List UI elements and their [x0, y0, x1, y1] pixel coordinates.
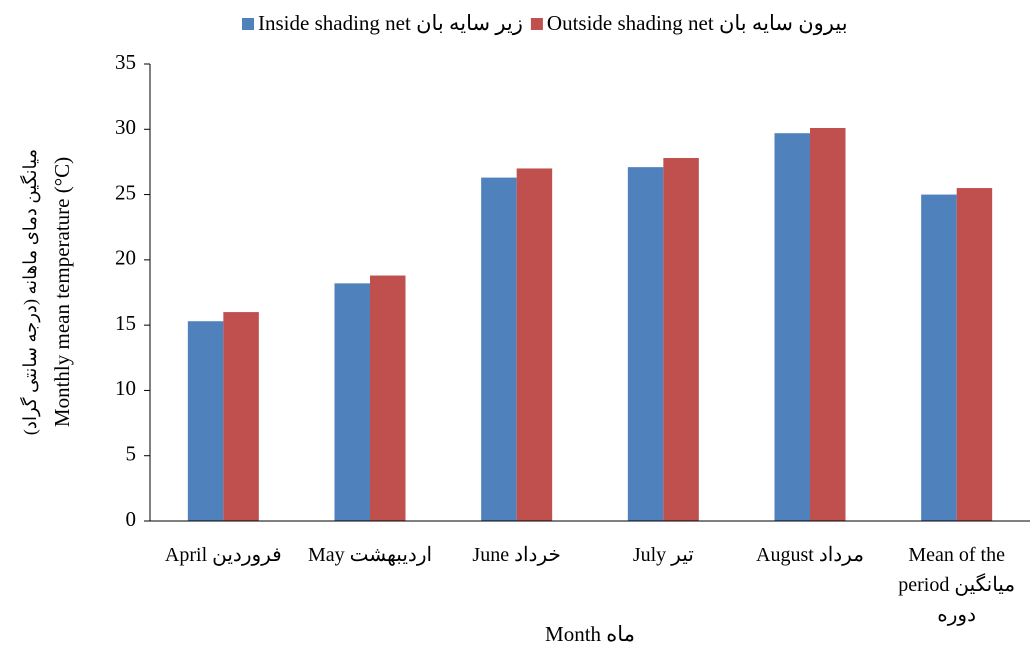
y-axis-label: میانگین دمای ماهانه (درجه سانتی گراد) — [19, 149, 41, 435]
bar — [663, 158, 699, 522]
bar — [921, 194, 957, 522]
x-tick-label: Mean of the period میانگین دوره — [898, 544, 1016, 626]
bar — [187, 321, 224, 521]
y-tick-label: 25 — [115, 180, 136, 204]
legend-swatch — [530, 18, 543, 30]
y-tick-label: 35 — [115, 50, 136, 74]
legend-label: Outside shading net بیرون سایه بان — [547, 11, 848, 36]
bar — [956, 188, 993, 522]
y-axis-label: Monthly mean temperature (°C) — [50, 157, 74, 427]
x-tick-label: April فروردین — [164, 544, 282, 566]
y-tick-label: 5 — [126, 442, 137, 466]
x-axis-label: Month ماه — [545, 622, 635, 646]
x-tick-label: May اردیبهشت — [307, 544, 433, 566]
bar — [223, 312, 259, 521]
y-tick-label: 15 — [115, 311, 136, 335]
bar — [810, 127, 846, 521]
bar — [774, 133, 810, 521]
bar — [516, 168, 553, 521]
x-tick-label: June خرداد — [472, 544, 561, 566]
bar — [481, 177, 517, 521]
bar — [370, 275, 406, 521]
x-tick-label: August مرداد — [756, 544, 864, 566]
bar — [334, 283, 370, 521]
y-tick-label: 30 — [115, 115, 136, 139]
bar — [627, 167, 664, 521]
y-tick-label: 10 — [115, 376, 136, 400]
legend-label: Inside shading net زیر سایه بان — [258, 11, 523, 36]
y-tick-label: 20 — [115, 246, 136, 270]
legend-swatch — [242, 18, 254, 30]
y-tick-label: 0 — [126, 507, 137, 531]
x-tick-label: July تیر — [632, 544, 694, 566]
